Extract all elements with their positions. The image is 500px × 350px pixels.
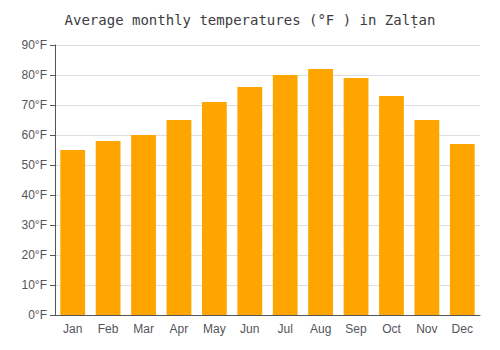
svg-text:Oct: Oct — [382, 322, 401, 336]
svg-text:20°F: 20°F — [22, 248, 47, 262]
svg-text:Jun: Jun — [240, 322, 259, 336]
svg-text:Aug: Aug — [310, 322, 331, 336]
svg-text:Average monthly temperatures (: Average monthly temperatures (°F ) in Za… — [65, 12, 436, 28]
svg-text:40°F: 40°F — [22, 188, 47, 202]
svg-text:60°F: 60°F — [22, 128, 47, 142]
svg-text:Jul: Jul — [278, 322, 293, 336]
svg-text:May: May — [203, 322, 226, 336]
svg-text:10°F: 10°F — [22, 278, 47, 292]
svg-text:50°F: 50°F — [22, 158, 47, 172]
svg-text:Jan: Jan — [63, 322, 82, 336]
svg-text:0°F: 0°F — [28, 308, 47, 322]
svg-text:Mar: Mar — [133, 322, 154, 336]
svg-text:70°F: 70°F — [22, 98, 47, 112]
svg-text:Apr: Apr — [170, 322, 189, 336]
svg-text:Sep: Sep — [345, 322, 367, 336]
svg-text:80°F: 80°F — [22, 68, 47, 82]
svg-text:Feb: Feb — [98, 322, 119, 336]
svg-text:30°F: 30°F — [22, 218, 47, 232]
svg-text:Dec: Dec — [452, 322, 473, 336]
svg-text:Nov: Nov — [416, 322, 437, 336]
svg-text:90°F: 90°F — [22, 38, 47, 52]
